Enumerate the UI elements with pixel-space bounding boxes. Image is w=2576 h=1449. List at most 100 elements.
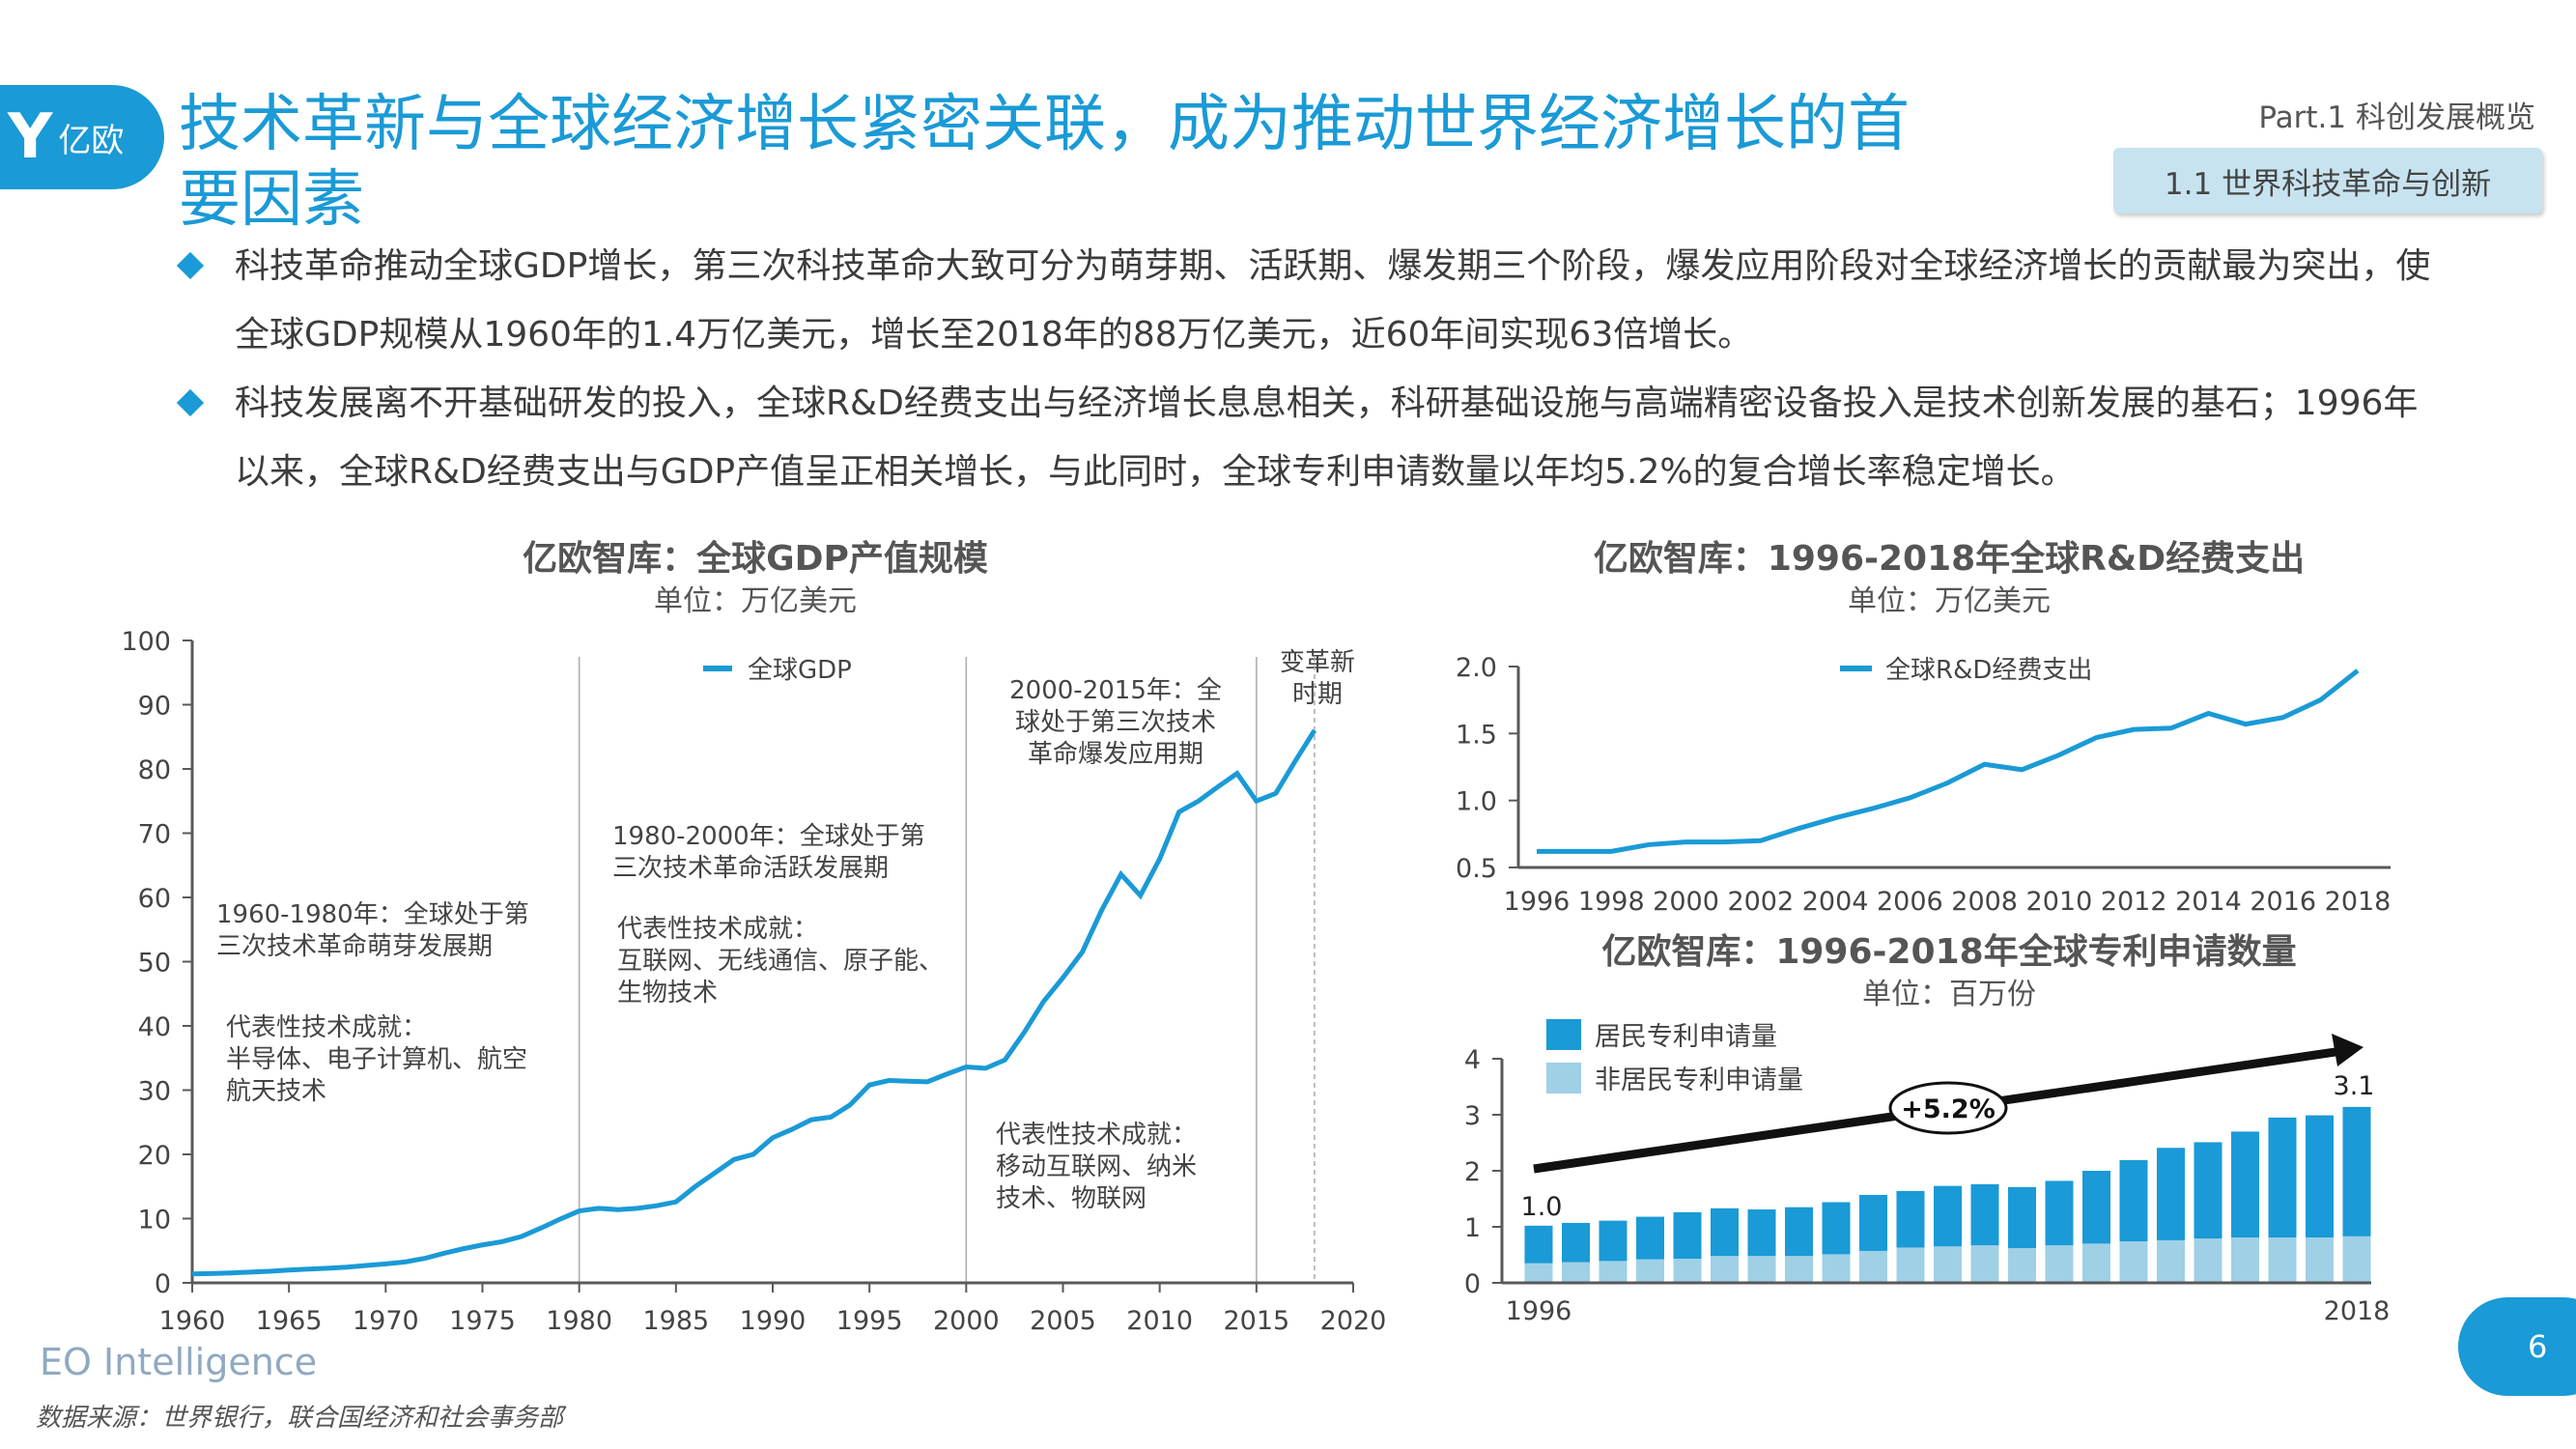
bar-nonresident	[1636, 1259, 1664, 1283]
y-tick-label: 70	[138, 820, 171, 850]
y-tick-label: 3	[1464, 1101, 1481, 1131]
bar-nonresident	[1822, 1254, 1851, 1283]
y-tick-label: 20	[138, 1141, 171, 1171]
bar-resident	[2045, 1180, 2074, 1246]
y-tick-label: 0	[1464, 1269, 1481, 1299]
chart-title: 亿欧智库：1996-2018年全球专利申请数量	[1601, 931, 2296, 972]
bar-nonresident	[1970, 1245, 1999, 1283]
x-tick-label: 1965	[256, 1306, 323, 1336]
bar-nonresident	[1711, 1256, 1739, 1283]
trend-badge	[1888, 1081, 2008, 1135]
annotation-text: 半导体、电子计算机、航空	[226, 1045, 527, 1074]
bar-resident	[2008, 1186, 2036, 1249]
legend-label: 全球GDP	[748, 656, 852, 685]
bar-resident	[2231, 1131, 2259, 1238]
legend-swatch-resident	[1546, 1019, 1581, 1050]
rd-line	[1537, 668, 2360, 854]
x-tick-label: 1998	[1578, 887, 1645, 917]
bar-resident	[2157, 1148, 2185, 1240]
legend-label: 居民专利申请量	[1595, 1022, 1777, 1052]
rd-chart: 亿欧智库：1996-2018年全球R&D经费支出 单位：万亿美元 0.5 1.0 1…	[1456, 538, 2391, 917]
y-tick-label: 1.5	[1456, 720, 1497, 750]
y-tick-label: 2	[1464, 1157, 1481, 1187]
legend-swatch-nonresident	[1546, 1063, 1581, 1094]
chart-subtitle: 单位：万亿美元	[654, 584, 857, 618]
x-tick-label: 2010	[1126, 1306, 1193, 1336]
bar-nonresident	[1524, 1263, 1553, 1283]
annotation-text: 1980-2000年：全球处于第	[612, 822, 925, 851]
bar-resident	[1711, 1208, 1739, 1257]
x-tick-label: 1996	[1506, 1296, 1572, 1326]
logo: Y 亿欧	[0, 85, 164, 189]
data-source: 数据来源：世界银行，联合国经济和社会事务部	[36, 1404, 564, 1433]
x-tick-label: 2012	[2101, 887, 2167, 917]
annotation-text: 2000-2015年：全	[1009, 676, 1222, 705]
bullet-text: 科技发展离不开基础研发的投入，全球R&D经费支出与经济增长息息相关，科研基础设施…	[235, 384, 2419, 492]
data-label-first: 1.0	[1521, 1192, 1563, 1222]
x-tick-label: 2018	[2325, 887, 2392, 917]
bar-resident	[2082, 1171, 2110, 1244]
bar-nonresident	[2194, 1238, 2222, 1283]
x-tick-label: 2004	[1802, 887, 1869, 917]
bar-nonresident	[1896, 1247, 1925, 1283]
x-tick-label: 2000	[1653, 887, 1719, 917]
y-tick-label: 40	[138, 1012, 171, 1042]
bar-nonresident	[1859, 1250, 1887, 1283]
bar-nonresident	[2008, 1248, 2036, 1283]
y-tick-label: 90	[138, 692, 171, 722]
bar-resident	[1524, 1225, 1553, 1264]
annotation-text: 技术、物联网	[996, 1184, 1146, 1213]
x-tick-label: 1996	[1504, 887, 1571, 917]
bar-nonresident	[1673, 1259, 1702, 1283]
bar-resident	[2268, 1117, 2297, 1238]
part-label: Part.1 科创发展概览	[2258, 100, 2535, 135]
chart-title: 亿欧智库：全球GDP产值规模	[523, 538, 988, 579]
annotation-text: 球处于第三次技术	[1015, 708, 1216, 737]
brand-footer: EO Intelligence	[40, 1341, 318, 1383]
y-tick-label: 2.0	[1456, 653, 1497, 683]
x-tick-label: 1970	[353, 1306, 419, 1336]
arrowhead-icon	[2332, 1034, 2364, 1066]
legend-label: 非居民专利申请量	[1595, 1065, 1803, 1095]
annotation-text: 移动互联网、纳米	[996, 1152, 1197, 1181]
section-tag: 1.1 世界科技革命与创新	[2113, 148, 2542, 213]
chart-subtitle: 单位：百万份	[1862, 978, 2036, 1011]
y-tick-label: 1	[1464, 1213, 1481, 1243]
x-tick-label: 2015	[1223, 1306, 1289, 1336]
annotation-text: 代表性技术成就：	[617, 915, 818, 944]
annotation-text: 变革新	[1280, 648, 1355, 677]
y-tick-label: 0.5	[1456, 854, 1497, 884]
y-tick-label: 50	[138, 949, 171, 979]
x-tick-label: 2016	[2250, 887, 2316, 917]
bar-resident	[1673, 1211, 1702, 1260]
x-tick-label: 1990	[740, 1306, 807, 1336]
annotation-text: 时期	[1292, 680, 1343, 709]
gdp-line	[191, 728, 1317, 1277]
bullet-1: 科技革命推动全球GDP增长，第三次科技革命大致可分为萌芽期、活跃期、爆发期三个阶…	[176, 232, 2431, 369]
bar-nonresident	[1934, 1246, 1962, 1283]
logo-mark-icon: Y	[8, 101, 53, 173]
bar-resident	[1785, 1207, 1813, 1257]
bar-resident	[1970, 1183, 1999, 1246]
chart-title: 亿欧智库：1996-2018年全球R&D经费支出	[1594, 538, 2305, 579]
y-tick-label: 30	[138, 1077, 171, 1107]
annotation-text: 代表性技术成就：	[996, 1121, 1197, 1150]
x-tick-label: 1980	[546, 1306, 612, 1336]
x-tick-label: 1975	[449, 1306, 516, 1336]
x-tick-label: 2018	[2324, 1296, 2391, 1326]
bullet-text: 科技革命推动全球GDP增长，第三次科技革命大致可分为萌芽期、活跃期、爆发期三个阶…	[235, 246, 2431, 355]
bar-resident	[1747, 1209, 1776, 1257]
y-tick-label: 60	[138, 884, 171, 914]
legend-label: 全球R&D经费支出	[1885, 656, 2092, 685]
page-title: 技术革新与全球经济增长紧密关联，成为推动世界经济增长的首要因素	[179, 89, 1910, 236]
patent-chart: 亿欧智库：1996-2018年全球专利申请数量 单位：百万份 0 1 2 3 4 1996…	[1464, 931, 2391, 1326]
y-tick-label: 10	[138, 1206, 171, 1236]
x-tick-label: 2000	[933, 1306, 1000, 1336]
y-tick-label: 4	[1464, 1045, 1481, 1075]
bar-resident	[1599, 1220, 1628, 1262]
bar-nonresident	[1785, 1256, 1813, 1283]
annotation-text: 三次技术革命活跃发展期	[612, 854, 889, 883]
y-tick-label: 80	[138, 755, 171, 785]
annotation-text: 代表性技术成就：	[226, 1013, 427, 1042]
bar-nonresident	[2082, 1243, 2110, 1283]
